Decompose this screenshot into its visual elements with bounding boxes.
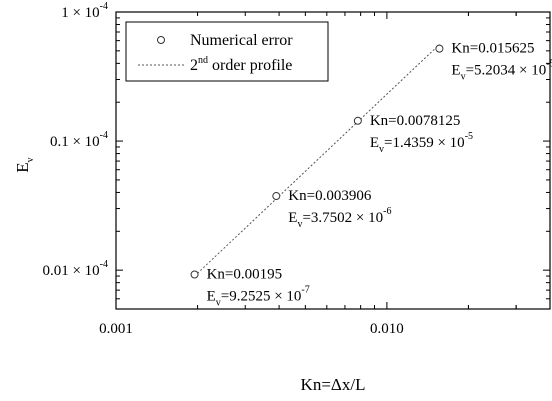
annotation-layer: Kn=0.00195 Ev=9.2525 × 10-7 Kn=0.003906 Ev=… (207, 41, 552, 309)
x-tick-label: 0.010 (370, 321, 404, 337)
x-tick-label: 0.001 (99, 321, 133, 337)
legend: Numerical error 2nd order profile (125, 21, 329, 82)
point-annotation: Kn=0.00195 Ev=9.2525 × 10-7 (207, 267, 310, 309)
x-axis-title: Kn=Δx/L (301, 375, 366, 394)
plot-frame (115, 11, 551, 310)
annotation-ev: Ev=9.2525 × 10-7 (207, 285, 310, 309)
point-annotation: Kn=0.003906 Ev=3.7502 × 10-6 (288, 188, 391, 230)
y-axis-title-main: E (13, 162, 32, 172)
data-point (190, 270, 199, 279)
annotation-ev: Ev=3.7502 × 10-6 (288, 206, 391, 230)
annotation-ev: Ev=1.4359 × 10-5 (370, 131, 473, 155)
y-tick-label: 0.1 × 10-4 (50, 130, 108, 150)
annotation-ev: Ev=5.2034 × 10-5 (451, 59, 552, 83)
svg-text:Ev: Ev (13, 157, 36, 172)
y-axis-title: Ev (13, 157, 36, 172)
legend-marker-circle (157, 36, 165, 44)
data-point (353, 116, 362, 125)
annotation-kn: Kn=0.015625 (451, 41, 534, 57)
legend-label-numerical-error: Numerical error (190, 32, 293, 49)
y-axis-title-sub: v (25, 157, 36, 162)
legend-box (125, 21, 329, 82)
second-order-profile-line (194, 44, 440, 277)
y-tick-label: 0.01 × 10-4 (42, 259, 108, 279)
plot-area: 0.001 0.010 1 × 10-4 0.1 × 10-4 0.01 × 10-4… (42, 1, 552, 337)
y-ticks: 1 × 10-4 0.1 × 10-4 0.01 × 10-4 (42, 1, 550, 310)
point-annotation: Kn=0.0078125 Ev=1.4359 × 10-5 (370, 113, 473, 155)
point-annotation: Kn=0.015625 Ev=5.2034 × 10-5 (451, 41, 552, 83)
annotation-kn: Kn=0.0078125 (370, 113, 461, 129)
series-layer (190, 44, 444, 279)
annotation-kn: Kn=0.003906 (288, 188, 372, 204)
y-tick-label: 1 × 10-4 (61, 1, 108, 21)
legend-label-second-order: 2nd order profile (190, 55, 292, 74)
data-point (272, 192, 281, 201)
x-ticks: 0.001 0.010 (99, 12, 551, 337)
data-point (435, 44, 444, 53)
annotation-kn: Kn=0.00195 (207, 267, 283, 283)
